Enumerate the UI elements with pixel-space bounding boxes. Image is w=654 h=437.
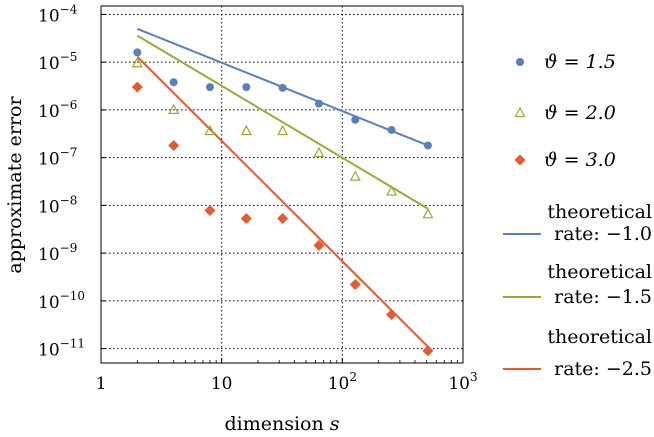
data-point-diamond [168, 139, 180, 151]
legend-marker-circle [516, 58, 524, 66]
y-tick-label-base: 10 [38, 150, 60, 170]
y-tick-label-exponent: −4 [60, 2, 78, 16]
y-tick-label-base: 10 [38, 6, 60, 26]
legend-label-line: rate: −1.5 [554, 286, 652, 308]
x-tick-label-base: 1 [96, 374, 107, 394]
data-point-circle [205, 83, 214, 92]
grid-lines [101, 6, 463, 363]
x-axis-label: dimension s [224, 413, 339, 435]
x-tick-label-base: 10 [211, 374, 233, 394]
y-tick-label-exponent: −9 [60, 241, 78, 255]
y-tick-label: 10−11 [38, 337, 85, 361]
data-point-diamond [386, 308, 398, 320]
legend-label-line: theoretical [547, 261, 652, 283]
y-tick-label: 10−4 [38, 2, 78, 26]
tick-marks [100, 13, 464, 363]
x-tick-label-base: 10 [328, 374, 350, 394]
data-point-diamond [240, 213, 252, 225]
y-tick-label: 10−5 [38, 50, 77, 74]
data-point-circle [278, 83, 287, 92]
legend-marker-diamond [514, 154, 526, 166]
theoretical-rate-line [136, 56, 429, 348]
x-tick-label-base: 10 [448, 374, 470, 394]
legend-label-line: theoretical [547, 326, 652, 348]
legend-label-line: rate: −2.5 [554, 358, 652, 380]
data-point-circle [242, 83, 251, 92]
y-tick-label-exponent: −11 [60, 337, 85, 351]
y-tick-label: 10−10 [38, 289, 85, 313]
legend-label: ϑ = 2.0 [544, 102, 616, 124]
y-tick-label-base: 10 [38, 102, 60, 122]
data-point-diamond [313, 239, 325, 251]
x-tick-label: 102 [328, 370, 357, 394]
x-tick-label: 10 [211, 374, 233, 394]
data-point-triangle-open [168, 103, 180, 114]
data-point-circle [387, 125, 396, 134]
x-tick-label-exponent: 2 [349, 370, 357, 384]
y-tick-label-base: 10 [38, 341, 60, 361]
x-tick-label: 1 [96, 374, 107, 394]
data-point-diamond [349, 279, 361, 291]
data-point-circle [351, 115, 360, 124]
theoretical-rate-lines [136, 27, 429, 348]
y-tick-label-exponent: −10 [60, 289, 85, 303]
y-tick-label-exponent: −8 [60, 193, 78, 207]
y-tick-label-base: 10 [38, 197, 60, 217]
data-point-triangle-open [313, 146, 325, 158]
y-tick-label: 10−6 [38, 98, 77, 122]
y-tick-label: 10−7 [38, 146, 77, 170]
y-tick-label-base: 10 [38, 245, 60, 265]
data-point-circle [423, 141, 432, 150]
data-point-triangle-open [386, 185, 398, 196]
data-point-diamond [422, 345, 434, 357]
y-tick-label-exponent: −6 [60, 98, 78, 112]
y-tick-label-exponent: −7 [60, 146, 78, 160]
legend-label-line: theoretical [547, 201, 652, 223]
theoretical-rate-line [136, 34, 429, 210]
y-axis-label: approximate error [4, 96, 26, 274]
x-tick-label: 103 [448, 370, 477, 394]
x-tick-labels: 1 10 102 103 [96, 370, 478, 394]
data-point-diamond [131, 81, 143, 93]
y-tick-label-base: 10 [38, 293, 60, 313]
data-point-circle [314, 99, 323, 108]
y-tick-label: 10−8 [38, 193, 77, 217]
y-tick-label: 10−9 [38, 241, 77, 265]
data-point-triangle-open [131, 56, 143, 68]
data-point-triangle-open [204, 124, 216, 136]
legend-label: ϑ = 1.5 [544, 51, 616, 73]
legend-label: ϑ = 3.0 [544, 149, 616, 171]
y-tick-label-exponent: −5 [60, 50, 78, 64]
plot-frame [100, 5, 464, 364]
y-tick-label-base: 10 [38, 54, 60, 74]
data-point-triangle-open [349, 170, 361, 181]
data-point-triangle-open [240, 124, 252, 136]
data-point-diamond [204, 205, 216, 217]
legend-marker-triangle-open [514, 106, 526, 118]
data-point-triangle-open [422, 208, 434, 219]
data-point-circle [133, 48, 142, 57]
data-point-circle [169, 78, 178, 87]
legend-label-line: rate: −1.0 [554, 223, 652, 245]
x-tick-label-exponent: 3 [470, 370, 478, 384]
data-point-triangle-open [277, 124, 289, 136]
data-point-diamond [277, 213, 289, 225]
data-markers [131, 48, 434, 357]
